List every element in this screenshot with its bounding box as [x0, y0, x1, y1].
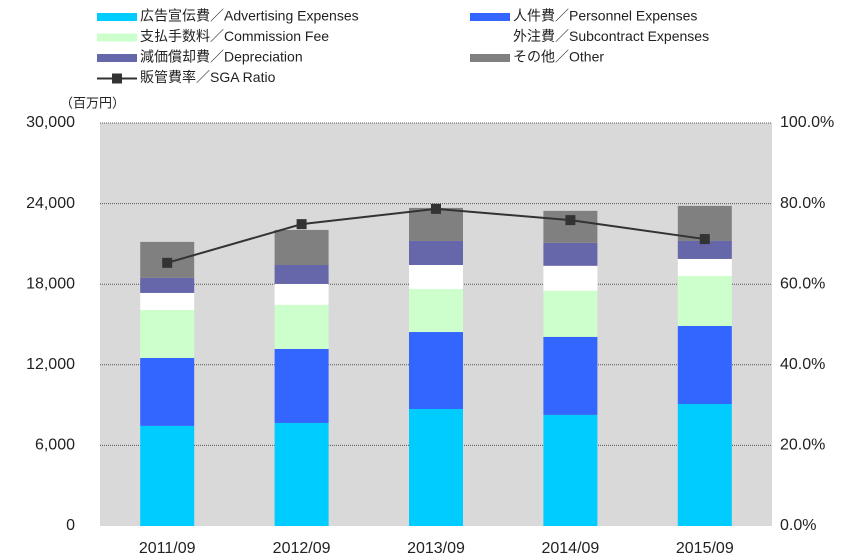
x-tick-label: 2014/09	[541, 540, 599, 557]
legend-swatch	[470, 54, 510, 62]
line-marker	[162, 257, 173, 268]
x-tick-label: 2015/09	[676, 540, 734, 557]
y2-tick-label: 100.0%	[780, 114, 834, 131]
bar	[543, 242, 598, 266]
legend-swatch	[97, 54, 137, 62]
y2-tick-label: 80.0%	[780, 195, 825, 212]
legend-swatch	[470, 33, 510, 42]
bar	[140, 425, 195, 526]
x-tick-label: 2011/09	[139, 540, 196, 557]
bar	[409, 240, 463, 265]
y-tick-label: 30,000	[26, 114, 75, 131]
bar	[543, 265, 598, 291]
legend-label: その他／Other	[513, 49, 604, 65]
y-unit-label: （百万円）	[60, 95, 125, 110]
y2-tick-label: 60.0%	[780, 275, 825, 292]
bar	[677, 404, 732, 526]
bar	[677, 240, 732, 259]
y-tick-label: 24,000	[26, 195, 75, 212]
y-tick-label: 0	[66, 517, 75, 534]
line-marker	[431, 203, 441, 214]
line-marker	[296, 219, 307, 230]
bar	[409, 264, 463, 290]
bar	[274, 264, 329, 284]
bar	[140, 292, 195, 310]
y-tick-label: 12,000	[26, 356, 75, 373]
legend-swatch	[470, 13, 510, 21]
bar	[274, 283, 329, 305]
legend-label: 広告宣伝費／Advertising Expenses	[140, 8, 359, 24]
x-tick-label: 2012/09	[273, 540, 331, 557]
bar	[274, 348, 329, 423]
bar	[140, 309, 195, 358]
legend-swatch	[97, 13, 137, 21]
bar	[677, 276, 732, 326]
legend-label: 人件費／Personnel Expenses	[513, 8, 697, 24]
bar	[274, 422, 329, 526]
y2-tick-label: 40.0%	[780, 356, 825, 373]
y-tick-label: 18,000	[26, 275, 75, 292]
legend-label: 外注費／Subcontract Expenses	[513, 28, 709, 44]
y-tick-label: 6,000	[35, 437, 75, 454]
legend-label: 販管費率／SGA Ratio	[140, 69, 276, 85]
bar	[677, 258, 732, 277]
legend-label: 支払手数料／Commission Fee	[140, 28, 329, 44]
bar	[409, 289, 463, 333]
legend-marker	[112, 73, 122, 84]
bar	[409, 332, 463, 409]
bar	[677, 325, 732, 405]
legend-swatch	[97, 33, 137, 42]
bar	[543, 290, 598, 337]
bar	[140, 277, 195, 293]
bar	[140, 357, 195, 426]
bar	[274, 304, 329, 349]
y2-tick-label: 20.0%	[780, 437, 825, 454]
y2-tick-label: 0.0%	[780, 517, 816, 534]
legend-label: 減価償却費／Depreciation	[140, 49, 303, 65]
x-tick-label: 2013/09	[407, 540, 465, 557]
bar	[543, 414, 598, 526]
legend: 広告宣伝費／Advertising Expenses 人件費／Personnel …	[97, 8, 709, 85]
bar	[274, 229, 329, 265]
bar	[543, 336, 598, 415]
line-marker	[565, 215, 576, 226]
bar	[409, 408, 463, 526]
line-marker	[699, 234, 710, 245]
